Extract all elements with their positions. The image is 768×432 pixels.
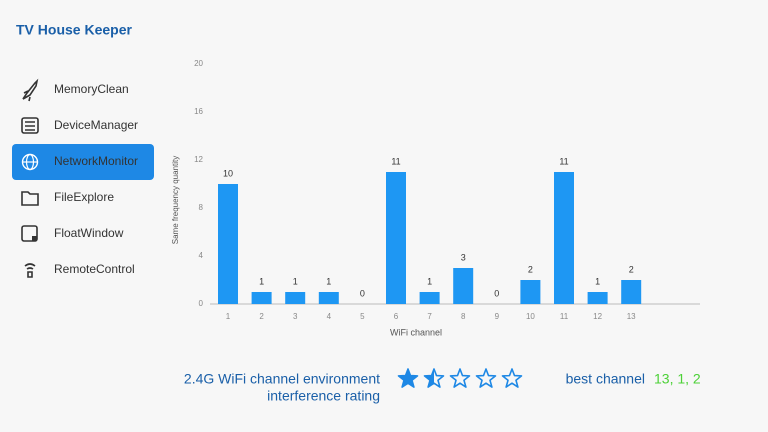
y-axis-title: Same frequency quantity (171, 156, 180, 245)
icon-remote (24, 263, 36, 278)
rating-label: 2.4G WiFi channel environment (184, 371, 380, 387)
icon-globe (21, 153, 39, 171)
best-channel-label: best channel (566, 371, 645, 387)
y-tick-label: 20 (194, 59, 203, 68)
value-label: 1 (259, 276, 264, 286)
bar (386, 172, 406, 304)
x-axis-title: WiFi channel (390, 327, 442, 337)
bar (285, 292, 306, 304)
star-outline (397, 368, 419, 388)
star-fill (398, 369, 418, 388)
x-tick-label: 7 (427, 312, 432, 321)
menu-item[interactable]: FileExplore (54, 190, 114, 204)
star-fill (424, 369, 434, 388)
icon-device (21, 117, 39, 134)
x-tick-label: 4 (327, 312, 332, 321)
y-tick-label: 12 (194, 155, 203, 164)
menu-item[interactable]: MemoryClean (54, 82, 129, 96)
sidebar: MemoryClean DeviceManager NetworkMonitor Fi… (12, 82, 154, 276)
y-tick-label: 16 (194, 107, 203, 116)
x-tick-label: 10 (526, 312, 535, 321)
x-tick-label: 9 (495, 312, 500, 321)
x-tick-label: 13 (627, 312, 636, 321)
rating-stars (397, 368, 523, 388)
value-label: 11 (559, 156, 568, 166)
x-tick-label: 8 (461, 312, 466, 321)
value-label: 0 (360, 288, 365, 298)
bar (453, 268, 474, 304)
y-tick-label: 0 (199, 299, 204, 308)
star-outline (423, 368, 445, 388)
icon-device-lines (25, 121, 35, 131)
y-tick-label: 8 (199, 203, 204, 212)
value-label: 1 (595, 276, 600, 286)
menu-item[interactable]: DeviceManager (54, 118, 138, 132)
menu-item[interactable]: NetworkMonitor (54, 154, 138, 168)
rating-label: interference rating (267, 388, 380, 404)
bar (218, 184, 238, 304)
value-label: 10 (223, 168, 233, 178)
x-tick-label: 1 (226, 312, 231, 321)
bar (520, 280, 541, 304)
x-tick-label: 5 (360, 312, 365, 321)
star-outline (475, 368, 497, 388)
icon-window-dot (32, 236, 37, 241)
star-outline (449, 368, 471, 388)
bar (251, 292, 272, 304)
value-label: 1 (293, 276, 298, 286)
icon-folder (21, 191, 39, 206)
icon-window (21, 225, 38, 242)
bar (621, 280, 642, 304)
icon-rocket (22, 78, 39, 102)
menu-item[interactable]: FloatWindow (54, 226, 124, 240)
bar (587, 292, 608, 304)
menu-icons (21, 78, 39, 278)
x-tick-label: 2 (259, 312, 264, 321)
value-label: 2 (528, 264, 533, 274)
y-tick-label: 4 (199, 251, 204, 260)
value-label: 2 (629, 264, 634, 274)
bar (554, 172, 574, 304)
menu-item[interactable]: RemoteControl (54, 262, 135, 276)
x-tick-label: 11 (560, 312, 569, 321)
value-label: 1 (427, 276, 432, 286)
bar (318, 292, 339, 304)
x-tick-label: 6 (394, 312, 399, 321)
value-label: 11 (391, 156, 400, 166)
value-label: 0 (494, 288, 499, 298)
best-channel-value: 13, 1, 2 (654, 371, 701, 387)
app-title: TV House Keeper (16, 22, 132, 38)
value-label: 3 (461, 252, 466, 262)
x-tick-label: 12 (593, 312, 602, 321)
menu-selected (12, 144, 154, 180)
star-outline (501, 368, 523, 388)
x-tick-label: 3 (293, 312, 298, 321)
bar (419, 292, 440, 304)
value-label: 1 (326, 276, 331, 286)
